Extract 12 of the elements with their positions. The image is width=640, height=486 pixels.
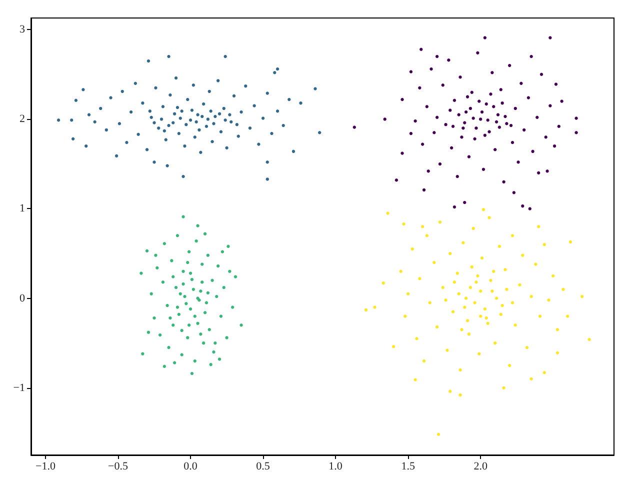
y-tick-label: 2 [20, 113, 25, 126]
y-tick-label: 0 [20, 292, 26, 304]
x-tick-label: 0.5 [256, 460, 270, 472]
y-tick-label: −1 [13, 382, 25, 394]
x-tick-label: 1.0 [328, 460, 343, 472]
y-tick-label: 1 [20, 202, 25, 215]
x-tick-label: 1.5 [401, 460, 416, 472]
x-tick-label: 2.0 [474, 460, 488, 472]
x-tick-label: 0.0 [184, 460, 198, 472]
x-tick-label: −1.0 [36, 460, 56, 472]
y-tick-label: 3 [20, 24, 26, 36]
x-tick-label: −0.5 [108, 460, 128, 472]
